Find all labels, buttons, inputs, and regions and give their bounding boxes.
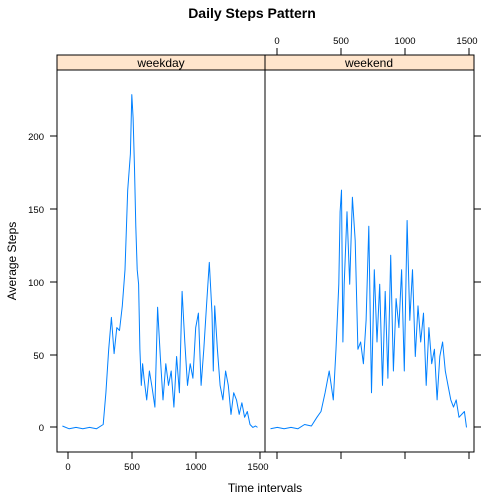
y-tick-label-50: 50 xyxy=(33,351,44,362)
bottom-x-tick-label-1000: 1000 xyxy=(185,462,206,473)
top-x-tick-label-500: 500 xyxy=(333,36,349,47)
bottom-x-tick-label-0: 0 xyxy=(65,462,70,473)
panel-frame-weekend xyxy=(264,69,475,453)
top-x-tick-label-1500: 1500 xyxy=(456,36,477,47)
series-line-weekend xyxy=(270,189,467,430)
top-x-axis: 0 500 1000 1500 xyxy=(274,36,478,55)
y-axis-title: Average Steps xyxy=(5,222,19,301)
series-line-weekday xyxy=(62,94,258,430)
x-axis-title: Time intervals xyxy=(228,481,302,495)
bottom-x-axis: 0 500 1000 1500 xyxy=(65,452,470,473)
chart-title: Daily Steps Pattern xyxy=(188,5,316,21)
y-tick-label-150: 150 xyxy=(28,205,44,216)
y-axis-right xyxy=(474,135,481,428)
y-tick-label-200: 200 xyxy=(28,132,44,143)
top-x-tick-label-1000: 1000 xyxy=(394,36,415,47)
top-x-tick-label-0: 0 xyxy=(274,36,279,47)
bottom-x-tick-label-500: 500 xyxy=(124,462,140,473)
y-axis-left: 0 50 100 150 200 xyxy=(28,132,57,434)
y-tick-label-100: 100 xyxy=(28,278,44,289)
y-tick-label-0: 0 xyxy=(39,423,44,434)
strip-label-weekday: weekday xyxy=(136,56,184,70)
strip-label-weekend: weekend xyxy=(344,56,393,70)
bottom-x-tick-label-1500: 1500 xyxy=(247,462,268,473)
